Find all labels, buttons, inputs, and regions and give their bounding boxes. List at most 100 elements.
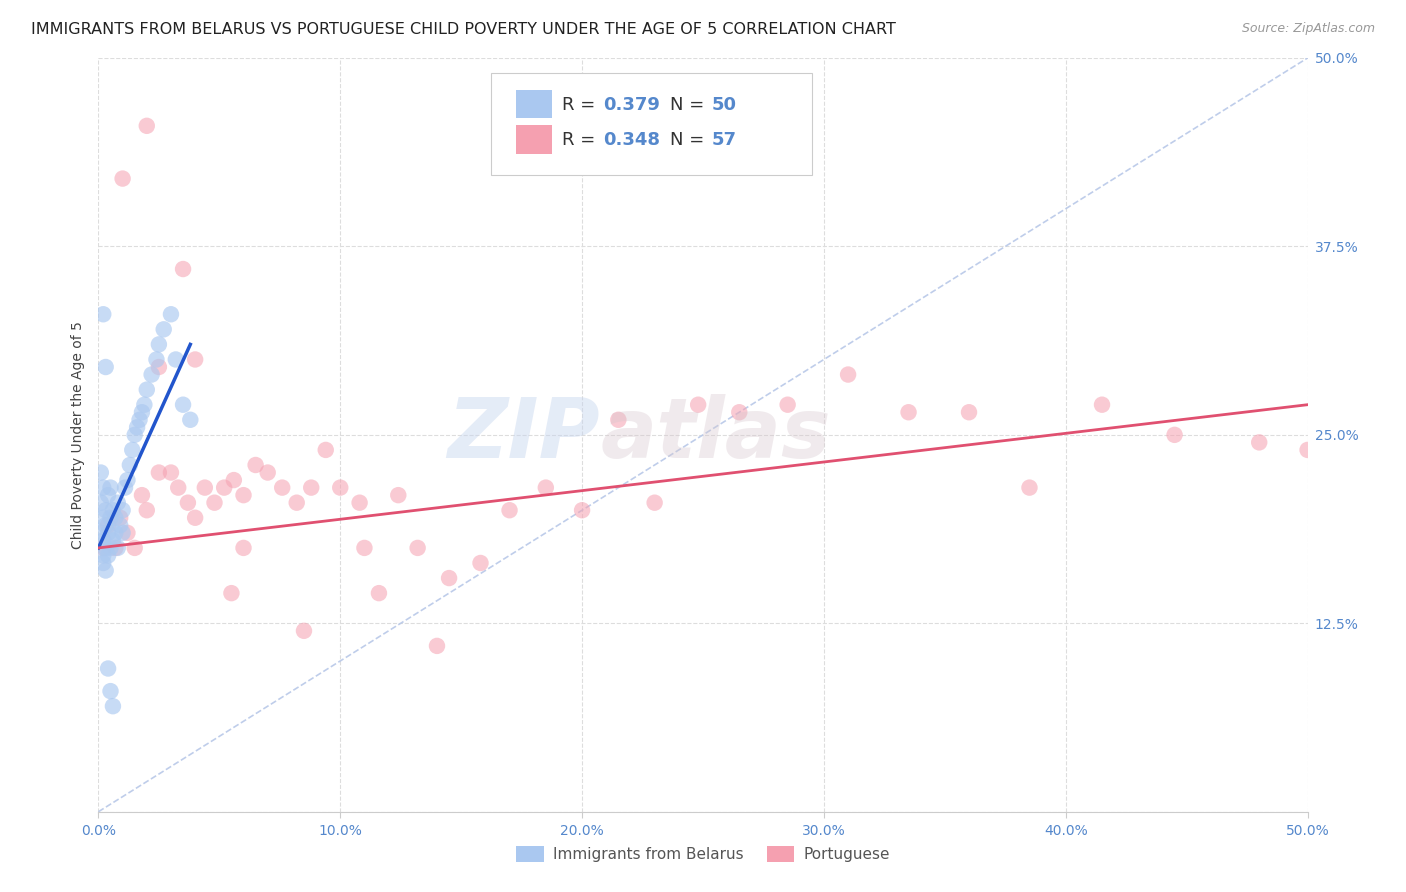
Point	[111, 525, 134, 540]
Point	[97, 488, 120, 502]
Point	[152, 322, 174, 336]
Point	[91, 510, 114, 524]
Point	[644, 496, 666, 510]
Point	[148, 337, 170, 351]
Point	[688, 398, 710, 412]
Point	[94, 564, 117, 578]
Point	[114, 481, 136, 495]
Point	[104, 525, 127, 540]
Point	[271, 481, 294, 495]
Point	[100, 510, 122, 524]
Point	[167, 481, 190, 495]
Point	[897, 405, 920, 419]
Point	[97, 661, 120, 675]
Point	[172, 262, 194, 277]
Point	[1296, 442, 1319, 457]
Point	[101, 503, 124, 517]
Point	[221, 586, 243, 600]
Point	[292, 624, 315, 638]
Point	[91, 556, 114, 570]
Point	[104, 510, 127, 524]
Point	[134, 398, 156, 412]
Point	[145, 352, 167, 367]
Point	[426, 639, 449, 653]
Text: 0.348: 0.348	[603, 131, 659, 149]
Point	[728, 405, 751, 419]
Point	[108, 510, 131, 524]
Text: ZIP: ZIP	[447, 394, 600, 475]
Point	[222, 473, 245, 487]
Point	[329, 481, 352, 495]
Point	[368, 586, 391, 600]
Point	[349, 496, 371, 510]
Point	[117, 473, 139, 487]
Point	[107, 541, 129, 555]
Text: R =: R =	[561, 95, 600, 113]
Point	[90, 525, 112, 540]
Text: N =: N =	[671, 95, 710, 113]
Point	[177, 496, 200, 510]
Point	[256, 466, 278, 480]
Point	[91, 549, 114, 563]
FancyBboxPatch shape	[516, 125, 551, 153]
Point	[204, 496, 226, 510]
Point	[232, 541, 254, 555]
Point	[437, 571, 460, 585]
Point	[101, 699, 124, 714]
Point	[387, 488, 409, 502]
Point	[534, 481, 557, 495]
Point	[1249, 435, 1271, 450]
Point	[957, 405, 980, 419]
Point	[94, 541, 117, 555]
Point	[470, 556, 492, 570]
Point	[97, 518, 120, 533]
Point	[117, 525, 139, 540]
Point	[135, 503, 157, 517]
Point	[91, 541, 114, 555]
Point	[160, 466, 183, 480]
Point	[148, 466, 170, 480]
Point	[90, 466, 112, 480]
Point	[212, 481, 235, 495]
Point	[135, 383, 157, 397]
Point	[1091, 398, 1114, 412]
FancyBboxPatch shape	[492, 73, 811, 175]
Point	[353, 541, 375, 555]
Point	[111, 503, 134, 517]
Point	[232, 488, 254, 502]
Text: N =: N =	[671, 131, 710, 149]
Point	[94, 518, 117, 533]
Point	[607, 413, 630, 427]
Point	[131, 405, 153, 419]
Point	[165, 352, 187, 367]
Y-axis label: Child Poverty Under the Age of 5: Child Poverty Under the Age of 5	[70, 321, 84, 549]
Point	[118, 458, 141, 472]
Point	[108, 518, 131, 533]
Point	[100, 684, 122, 698]
Point	[100, 541, 122, 555]
Point	[172, 398, 194, 412]
Point	[837, 368, 859, 382]
FancyBboxPatch shape	[516, 89, 551, 119]
Text: atlas: atlas	[600, 394, 831, 475]
Point	[94, 359, 117, 374]
Point	[285, 496, 308, 510]
Point	[299, 481, 322, 495]
Text: R =: R =	[561, 131, 600, 149]
Point	[131, 488, 153, 502]
Point	[101, 533, 124, 548]
Point	[100, 481, 122, 495]
Point	[91, 533, 114, 548]
Point	[127, 420, 149, 434]
Point	[111, 171, 134, 186]
Text: 57: 57	[711, 131, 737, 149]
Point	[104, 541, 127, 555]
Point	[107, 496, 129, 510]
Point	[135, 119, 157, 133]
Text: IMMIGRANTS FROM BELARUS VS PORTUGUESE CHILD POVERTY UNDER THE AGE OF 5 CORRELATI: IMMIGRANTS FROM BELARUS VS PORTUGUESE CH…	[31, 22, 896, 37]
Text: 0.379: 0.379	[603, 95, 659, 113]
Point	[124, 541, 146, 555]
Point	[184, 510, 207, 524]
Point	[498, 503, 520, 517]
Text: 50: 50	[711, 95, 737, 113]
